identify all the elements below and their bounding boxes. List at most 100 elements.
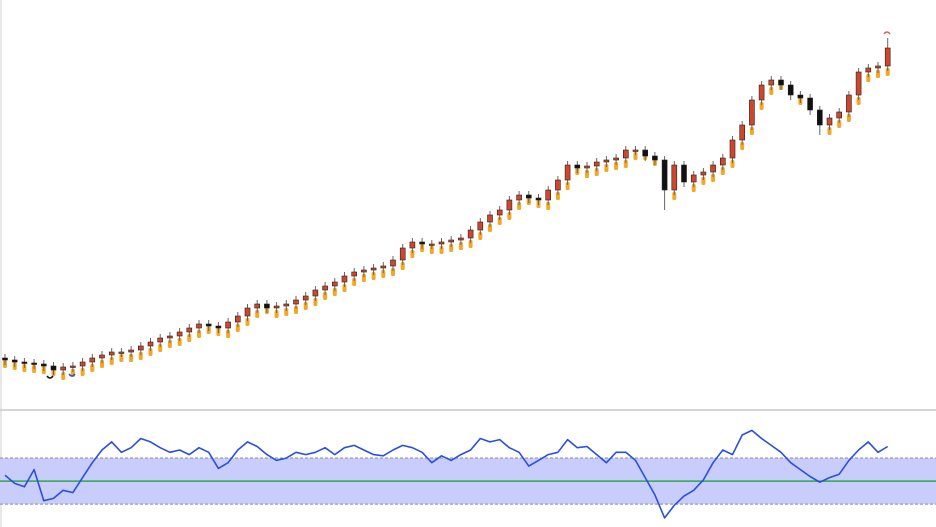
candle-body <box>467 229 474 239</box>
candle-body <box>128 349 134 353</box>
candle-body <box>875 65 881 69</box>
candle-body <box>516 194 522 201</box>
candle-body <box>40 363 47 367</box>
candle-body <box>419 241 425 245</box>
candle-body <box>50 365 57 371</box>
trail-mark <box>226 330 231 338</box>
candle-body <box>390 259 396 267</box>
candle-body <box>632 149 639 152</box>
trail-mark <box>323 292 328 300</box>
trail-mark <box>177 338 182 346</box>
trail-mark <box>672 192 677 200</box>
candle-body <box>681 164 687 183</box>
candle-body <box>108 351 115 356</box>
trail-mark <box>555 192 560 200</box>
candle-body <box>603 159 610 163</box>
candle-body <box>312 289 319 297</box>
trail-mark <box>352 278 357 286</box>
oscillator-panel <box>0 429 936 519</box>
candle-body <box>2 357 8 361</box>
trail-mark <box>633 152 638 160</box>
candle-body <box>293 299 299 305</box>
swing-marker <box>46 375 54 379</box>
trail-mark <box>701 177 706 185</box>
candle-body <box>244 307 251 317</box>
swing-marker <box>883 31 891 35</box>
candle-body <box>690 174 697 183</box>
candle-body <box>700 171 707 176</box>
trail-mark <box>691 184 696 192</box>
trail-mark <box>119 354 124 362</box>
trail-mark <box>594 168 599 176</box>
candle-body <box>370 267 377 271</box>
candle-body <box>380 265 387 269</box>
candle-body <box>409 241 416 249</box>
candle-body <box>70 365 76 368</box>
candle-body <box>719 157 726 166</box>
trail-mark <box>759 102 764 110</box>
candle-body <box>351 271 358 277</box>
trail-mark <box>885 68 890 76</box>
candle-body <box>21 361 28 364</box>
trail-mark <box>488 224 492 232</box>
candle-body <box>79 361 86 367</box>
candle-body <box>729 139 736 159</box>
trail-mark <box>846 114 851 122</box>
candle-body <box>807 97 813 111</box>
candle-body <box>331 281 338 287</box>
candle-body <box>118 351 125 354</box>
candle-body <box>768 79 775 86</box>
candle-body <box>525 194 532 199</box>
candle-body <box>564 164 571 181</box>
trail-mark <box>245 318 250 326</box>
trail-mark <box>429 246 434 254</box>
trail-mark <box>720 167 725 175</box>
trail-mark <box>585 170 589 178</box>
trail-mark <box>235 324 240 332</box>
candle-body <box>855 71 862 96</box>
candle-body <box>477 221 484 231</box>
candle-body <box>167 335 173 339</box>
candle-body <box>89 357 96 363</box>
trail-mark <box>197 330 201 338</box>
candle-body <box>739 124 746 141</box>
trail-mark <box>827 127 832 135</box>
trail-mark <box>856 97 861 105</box>
candle-body <box>613 157 619 161</box>
candle-body <box>235 315 241 323</box>
trail-mark <box>284 308 289 316</box>
candle-body <box>361 269 367 273</box>
candle-body <box>458 237 464 241</box>
trail-mark <box>332 288 337 296</box>
trail-mark <box>361 274 366 282</box>
trail-mark <box>769 87 774 95</box>
candle-body <box>884 47 891 67</box>
candle-body <box>196 323 202 329</box>
trail-mark <box>138 352 143 360</box>
trail-mark <box>187 334 192 342</box>
candle-body <box>778 79 784 86</box>
trail-mark <box>342 284 347 292</box>
candle-body <box>60 366 67 371</box>
candle-body <box>205 323 212 327</box>
candle-body <box>816 109 823 126</box>
trail-mark <box>449 244 454 252</box>
candle-body <box>225 321 231 329</box>
candle-body <box>826 117 833 126</box>
trail-mark <box>109 357 114 365</box>
trail-mark <box>371 272 376 280</box>
candle-body <box>264 303 270 309</box>
trail-mark <box>876 70 880 78</box>
candle-body <box>545 189 552 201</box>
trail-mark <box>129 354 134 362</box>
candle-body <box>846 94 852 113</box>
candle-body <box>273 305 280 309</box>
candle-body <box>31 362 37 365</box>
candle-body <box>574 164 581 169</box>
trail-mark <box>410 250 415 258</box>
candle-body <box>749 99 755 126</box>
trail-mark <box>439 246 444 254</box>
trail-mark <box>614 162 619 170</box>
candle-body <box>506 199 513 211</box>
